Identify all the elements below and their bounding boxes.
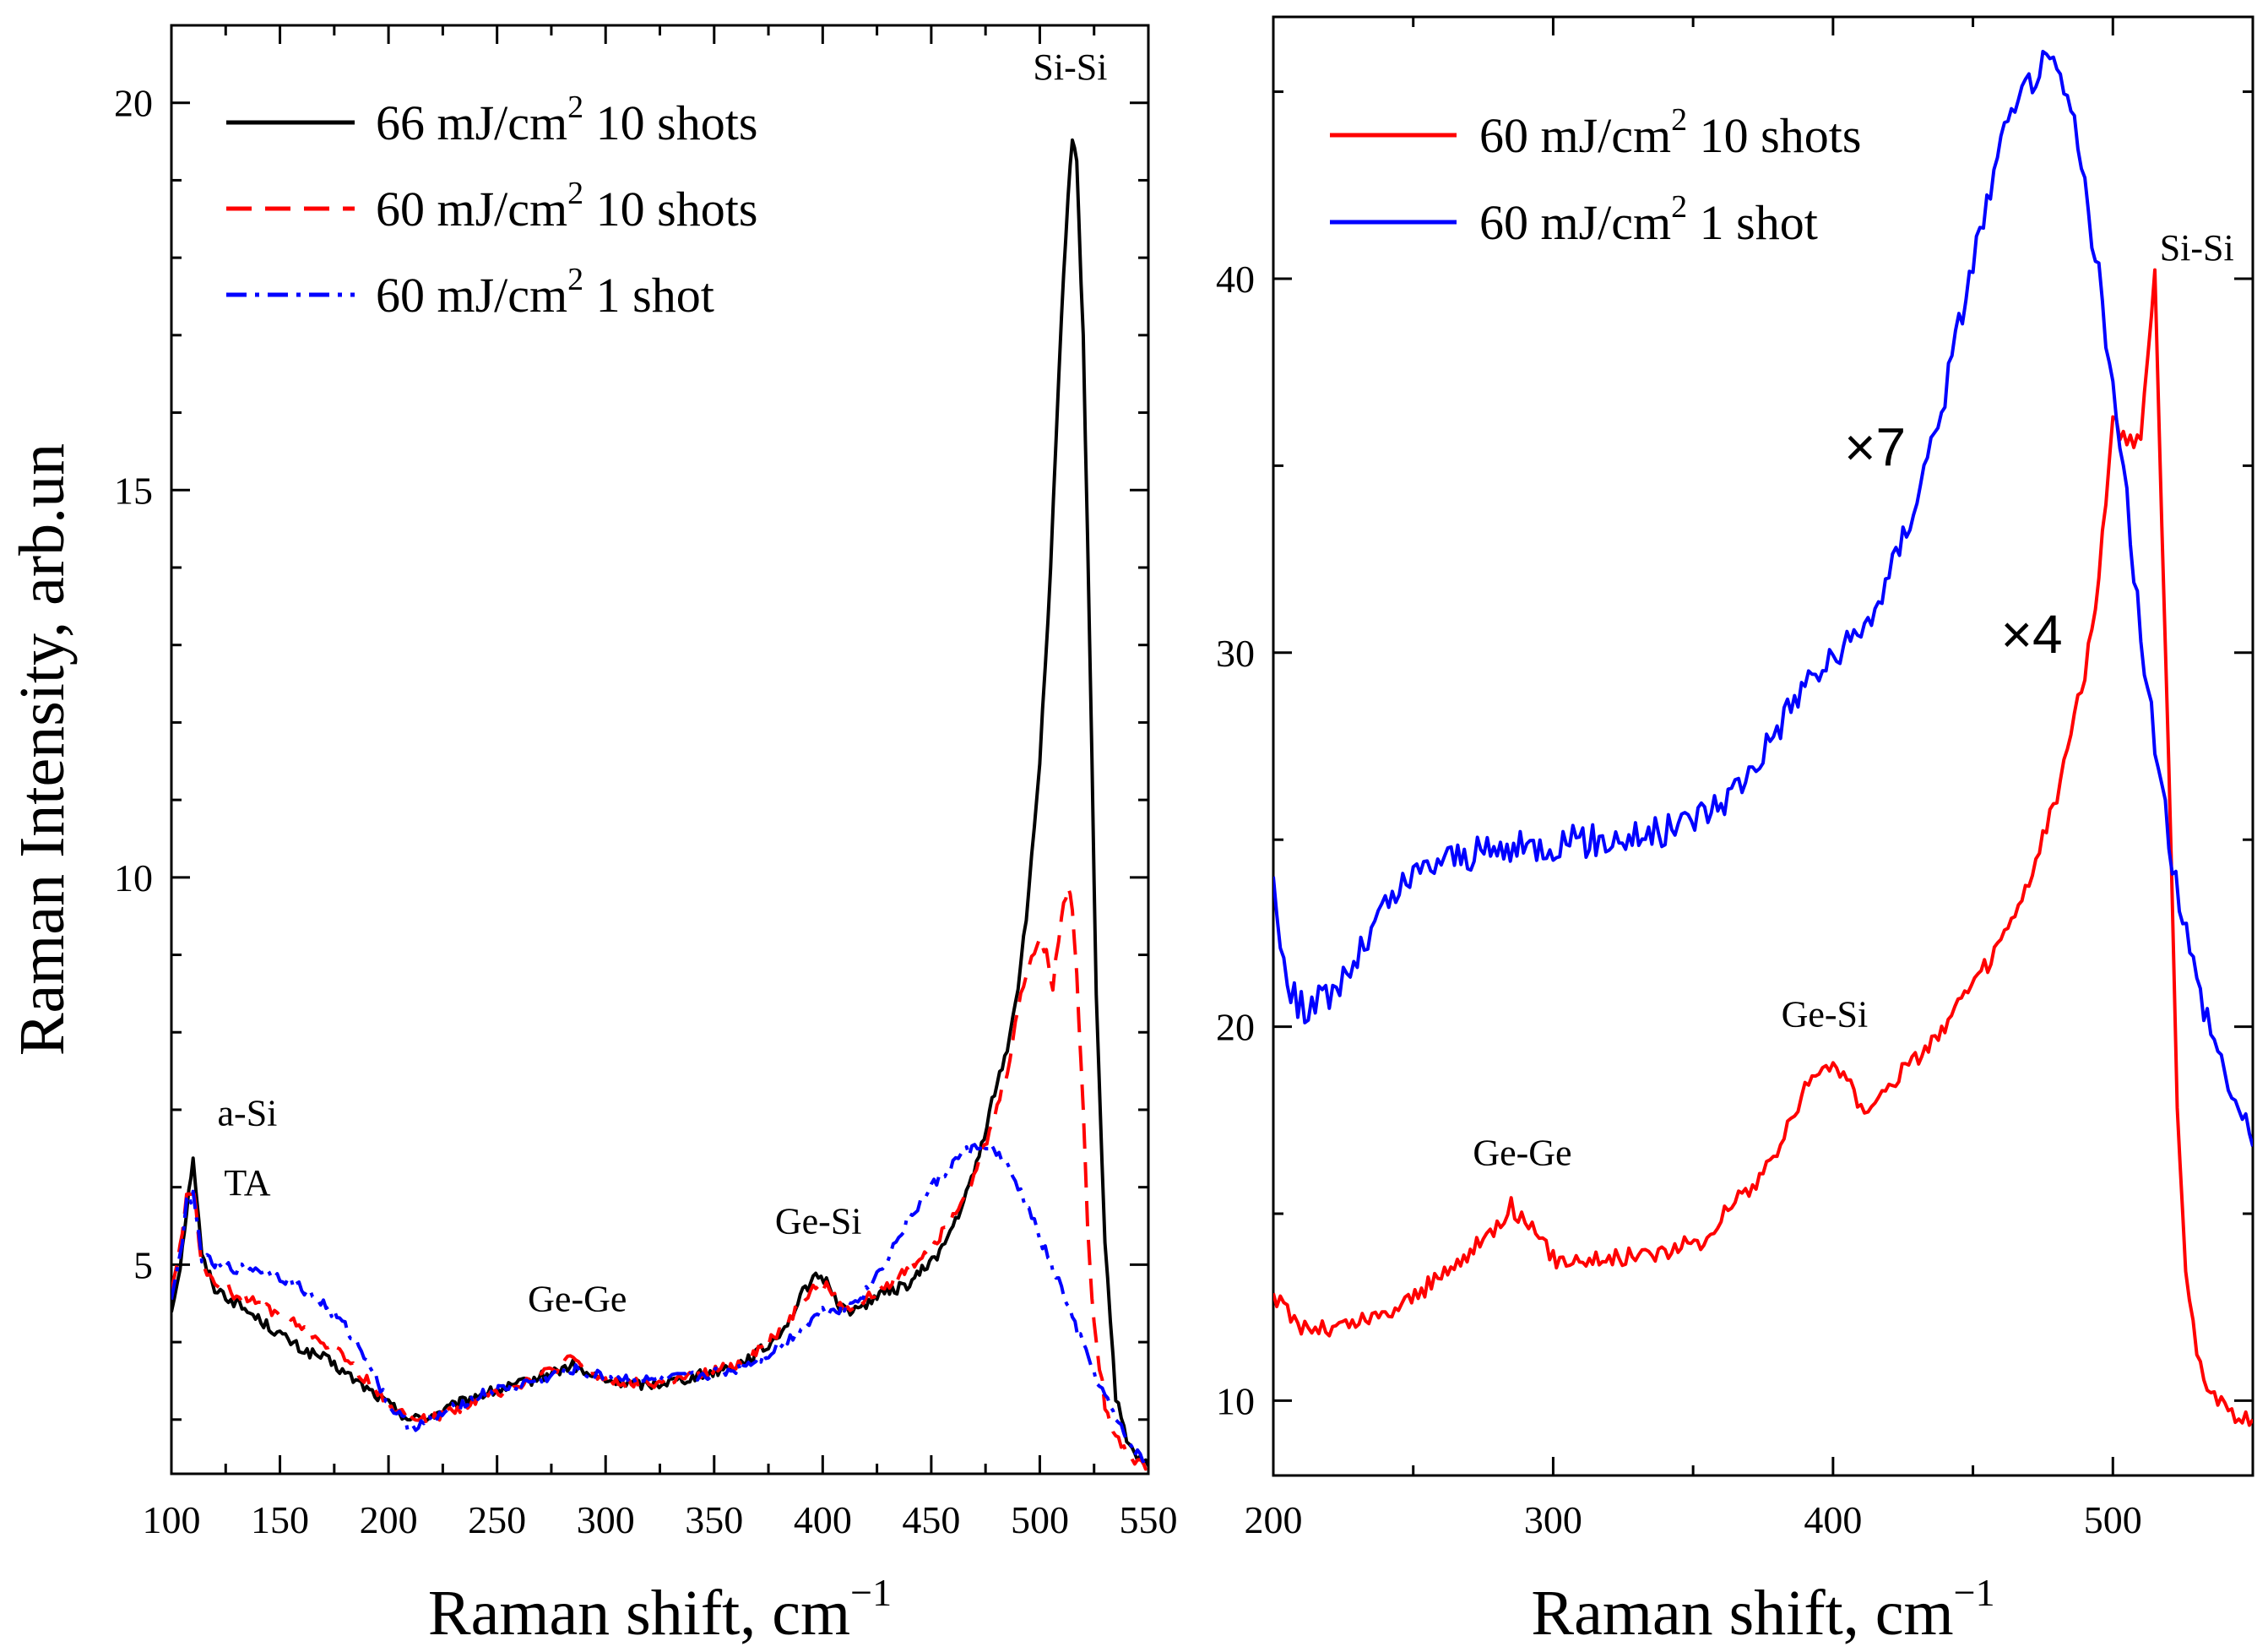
left-x-axis-title-sup: −1 (850, 1571, 892, 1614)
right-y-tick-label: 40 (1216, 258, 1255, 301)
right-x-tick-label: 500 (2084, 1498, 2142, 1541)
left-panel: 100 150 200 250 300 350 400 450 500 550 5 10 15 20 Ram… (7, 24, 1178, 1649)
left-annotation: Ge-Si (775, 1201, 862, 1242)
left-annotation: Si-Si (1033, 46, 1107, 88)
left-y-tick-label: 15 (114, 469, 153, 512)
left-annotation: TA (224, 1162, 270, 1204)
right-annotation: Ge-Si (1782, 994, 1869, 1035)
left-plot-frame (170, 24, 1150, 1475)
left-legend-label: 60 mJ/cm2 1 shot (376, 262, 714, 323)
right-plot-frame (1272, 15, 2254, 1477)
right-panel: 200 300 400 500 10 20 30 40 Raman shift, cm−1 60 … (1216, 15, 2254, 1649)
left-y-tick-label: 20 (114, 82, 153, 125)
right-y-tick-label: 20 (1216, 1006, 1255, 1049)
left-x-tick-label: 550 (1120, 1498, 1178, 1541)
left-y-tick-label: 5 (133, 1243, 153, 1286)
right-x-tick-label: 400 (1804, 1498, 1862, 1541)
left-x-tick-label: 450 (902, 1498, 960, 1541)
right-annotation: Si-Si (2160, 227, 2234, 269)
left-annotation: Ge-Ge (528, 1278, 627, 1319)
right-legend-label: 60 mJ/cm2 10 shots (1479, 102, 1861, 163)
right-x-tick-label: 300 (1524, 1498, 1582, 1541)
right-annotation: Ge-Ge (1473, 1132, 1571, 1173)
right-y-tick-label: 10 (1216, 1379, 1255, 1422)
left-legend: 66 mJ/cm2 10 shots 60 mJ/cm2 10 shots 60 m… (226, 90, 757, 323)
left-legend-label: 60 mJ/cm2 10 shots (376, 176, 757, 236)
right-legend: 60 mJ/cm2 10 shots 60 mJ/cm2 1 shot (1330, 102, 1861, 250)
left-x-tick-label: 200 (360, 1498, 418, 1541)
left-x-tick-label: 400 (794, 1498, 852, 1541)
left-x-axis-title: Raman shift, cm−1 (428, 1571, 892, 1649)
right-annotation: ×7 (1844, 416, 1906, 477)
right-series-1-line (1273, 268, 2253, 1427)
right-y-tick-label: 30 (1216, 632, 1255, 675)
left-x-tick-label: 150 (251, 1498, 309, 1541)
left-x-tick-label: 500 (1011, 1498, 1069, 1541)
right-annotation: ×4 (2001, 604, 2063, 665)
left-y-tick-label: 10 (114, 856, 153, 899)
left-axis-ticks (170, 24, 1150, 1474)
left-series-2-line (171, 885, 1148, 1471)
right-series-2-line (1273, 50, 2253, 1147)
left-x-tick-label: 300 (577, 1498, 635, 1541)
right-x-tick-label: 200 (1245, 1498, 1303, 1541)
left-x-tick-label: 100 (143, 1498, 201, 1541)
left-x-tick-label: 350 (685, 1498, 743, 1541)
right-axis-ticks (1272, 17, 2254, 1475)
left-series-3-line (171, 1141, 1148, 1464)
right-x-axis-title: Raman shift, cm−1 (1531, 1571, 1994, 1649)
right-x-axis-title-sup: −1 (1954, 1571, 1995, 1614)
left-y-axis-title: Raman Intensity, arb.un (7, 443, 78, 1056)
left-legend-label: 66 mJ/cm2 10 shots (376, 90, 757, 150)
left-x-tick-label: 250 (468, 1498, 526, 1541)
right-legend-label: 60 mJ/cm2 1 shot (1479, 189, 1818, 250)
left-annotation: a-Si (218, 1092, 278, 1133)
left-series-1-line (171, 138, 1148, 1467)
